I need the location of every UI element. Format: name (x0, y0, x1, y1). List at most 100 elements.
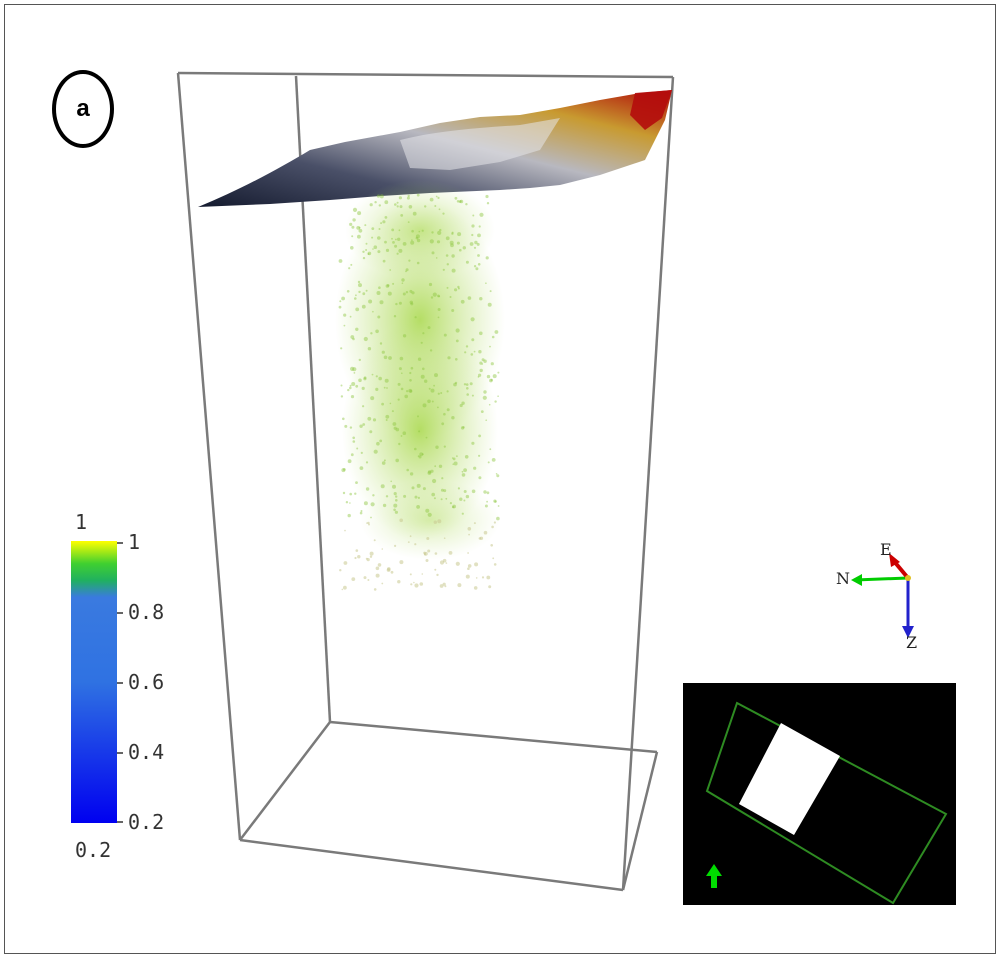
point-cloud-dot (394, 544, 397, 548)
point-cloud-dot (398, 248, 403, 253)
point-cloud-dot (373, 449, 378, 454)
point-cloud-dot (483, 359, 487, 363)
point-cloud-dot (373, 539, 376, 542)
point-cloud-dot (388, 356, 392, 360)
point-cloud-dot (341, 588, 344, 591)
point-cloud-dot (390, 480, 393, 483)
point-cloud-dot (347, 388, 350, 392)
point-cloud-dot (489, 345, 491, 348)
point-cloud-dot (349, 384, 352, 387)
point-cloud-dot (439, 228, 442, 232)
point-cloud-dot (409, 389, 413, 393)
point-cloud-dot (440, 392, 443, 394)
point-cloud-dot (366, 558, 370, 562)
point-cloud-dot (479, 536, 484, 540)
point-cloud-dot (372, 494, 375, 497)
point-cloud-dot (421, 573, 424, 575)
point-cloud-dot (497, 371, 500, 374)
point-cloud-dot (355, 384, 359, 388)
point-cloud-dot (425, 559, 429, 562)
point-cloud-dot (340, 347, 343, 350)
point-cloud-dot (457, 583, 462, 588)
point-cloud-dot (393, 492, 397, 496)
point-cloud-dot (437, 230, 442, 235)
point-cloud-dot (452, 463, 455, 466)
box-edge (621, 751, 659, 891)
point-cloud-dot (497, 505, 500, 507)
point-cloud-dot (473, 466, 477, 470)
colorbar-tick-label: 1 (128, 530, 141, 554)
point-cloud-dot (485, 256, 489, 260)
point-cloud-dot (491, 335, 495, 339)
point-cloud-dot (406, 196, 410, 200)
point-cloud-dot (410, 302, 414, 306)
point-cloud-dot (409, 472, 414, 476)
point-cloud-dot (350, 366, 355, 371)
point-cloud-dot (339, 569, 342, 572)
point-cloud-dot (477, 254, 480, 257)
box-edge (239, 838, 624, 892)
point-cloud-dot (394, 244, 398, 248)
point-cloud-dot (451, 232, 454, 235)
point-cloud-dot (395, 499, 398, 502)
point-cloud-dot (350, 263, 353, 266)
point-cloud-dot (446, 390, 449, 393)
point-cloud-dot (489, 448, 492, 451)
point-cloud-dot (414, 543, 417, 546)
point-cloud-dot (411, 239, 413, 241)
point-cloud-dot (382, 503, 387, 508)
point-cloud-dot (345, 501, 349, 504)
point-cloud-dot (467, 527, 472, 531)
point-cloud-dot (372, 248, 374, 250)
point-cloud-dot (427, 326, 431, 330)
point-cloud-dot (465, 203, 468, 206)
point-cloud-dot (481, 363, 484, 365)
point-cloud-dot (461, 473, 466, 477)
point-cloud-dot (355, 481, 358, 484)
point-cloud-dot (427, 471, 432, 475)
point-cloud-dot (477, 263, 481, 266)
point-cloud-dot (359, 424, 363, 428)
point-cloud-dot (497, 395, 499, 398)
point-cloud-dot (436, 240, 441, 244)
point-cloud-dot (451, 309, 455, 312)
point-cloud-dot (416, 238, 421, 243)
point-cloud-dot (424, 551, 428, 556)
point-cloud-dot (349, 222, 353, 226)
point-cloud-dot (379, 194, 384, 199)
point-cloud-dot (377, 563, 382, 567)
point-cloud-dot (407, 194, 410, 198)
point-cloud-dot (469, 242, 474, 246)
point-cloud-dot (398, 196, 402, 200)
point-cloud-dot (375, 566, 380, 571)
point-cloud-dot (490, 544, 494, 547)
point-cloud-dot (359, 511, 363, 515)
orientation-axes: N E Z (836, 540, 917, 652)
n-axis (854, 576, 909, 582)
point-cloud-dot (485, 282, 487, 285)
point-cloud-dot (354, 297, 357, 300)
point-cloud-dot (400, 387, 404, 391)
point-cloud-dot (446, 408, 450, 412)
point-cloud-dot (494, 500, 497, 503)
point-cloud-dot (386, 284, 390, 287)
point-cloud-dot (383, 355, 388, 360)
point-cloud-dot (358, 283, 362, 288)
point-cloud-dot (378, 286, 381, 290)
point-cloud-dot (373, 588, 377, 591)
point-cloud-dot (399, 356, 404, 361)
point-cloud-dot (363, 376, 367, 380)
point-cloud-dot (460, 200, 462, 202)
point-cloud-dot (367, 253, 370, 255)
point-cloud-dot (356, 447, 359, 450)
point-cloud-dot (487, 302, 492, 307)
point-cloud-dot (474, 562, 479, 567)
point-cloud-dot (357, 555, 361, 559)
point-cloud-dot (393, 503, 398, 508)
point-cloud-dot (415, 234, 420, 239)
point-cloud-dot (422, 332, 425, 335)
point-cloud-dot (341, 468, 346, 473)
point-cloud-dot (493, 499, 497, 503)
point-cloud-dot (414, 447, 417, 451)
point-cloud-dot (380, 484, 385, 489)
